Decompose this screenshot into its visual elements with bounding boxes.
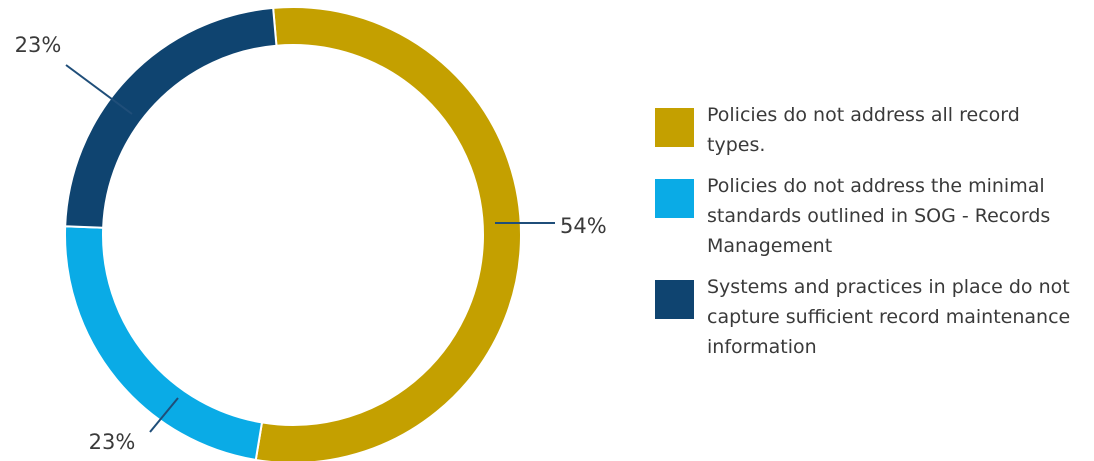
- data-label-maintenance-info: 23%: [15, 33, 62, 57]
- donut-slice-record-types: [254, 6, 522, 461]
- legend-item-maintenance-info: Systems and practices in place do not ca…: [655, 272, 1085, 362]
- legend-label-record-types: Policies do not address all record types…: [707, 104, 1020, 156]
- data-label-minimal-standards: 23%: [89, 430, 136, 454]
- leader-line-maintenance-info: [65, 64, 133, 115]
- donut-slice-minimal-standards: [64, 225, 264, 461]
- legend-label-minimal-standards: Policies do not address the minimal stan…: [707, 175, 1051, 257]
- legend-swatch-minimal-standards: [655, 179, 694, 218]
- donut-chart: 54% 23% 23%: [15, 6, 607, 461]
- legend-label-maintenance-info: Systems and practices in place do not ca…: [707, 276, 1071, 358]
- legend-item-minimal-standards: Policies do not address the minimal stan…: [655, 171, 1085, 261]
- data-labels: 54% 23% 23%: [15, 33, 607, 454]
- data-label-record-types: 54%: [560, 214, 607, 238]
- legend-item-record-types: Policies do not address all record types…: [655, 100, 1085, 160]
- donut-slice-maintenance-info: [64, 6, 278, 229]
- data-label-leaders: [65, 64, 555, 433]
- legend-swatch-record-types: [655, 108, 694, 147]
- legend: Policies do not address all record types…: [655, 100, 1085, 373]
- donut-slices: [64, 6, 522, 461]
- leader-line-minimal-standards: [149, 397, 179, 433]
- legend-swatch-maintenance-info: [655, 280, 694, 319]
